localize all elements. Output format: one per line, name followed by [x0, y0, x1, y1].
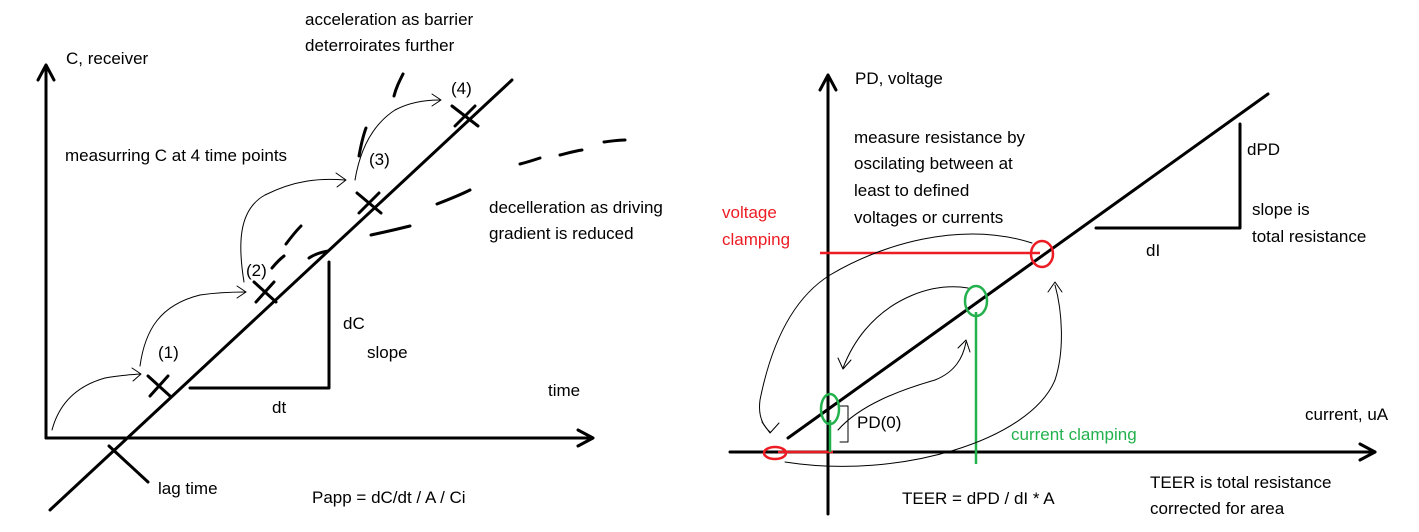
current-clamping-label: current clamping [1011, 425, 1137, 444]
oscillation-arrow-outer-head [761, 421, 780, 434]
voltage-clamping-line1: voltage [722, 203, 777, 222]
lag-time-label: lag time [158, 479, 218, 498]
note-measure-line3: least to defined [854, 181, 969, 200]
di-label: dI [1146, 241, 1160, 260]
left-x-axis-label: time [548, 381, 580, 400]
note-deceleration-line2: gradient is reduced [489, 224, 634, 243]
oscillation-arrow-inner [842, 286, 969, 369]
left-x-axis-arrowhead [576, 428, 595, 448]
left-y-axis-label: C, receiver [66, 49, 149, 68]
curved-arrow-3-4-head [431, 93, 442, 107]
note-acceleration-line2: deterroirates further [305, 36, 455, 55]
right-diagram: PD, voltage current, uA measure resistan… [722, 69, 1389, 518]
oscillation-arrow-right [784, 284, 1062, 467]
lag-time-pointer [107, 444, 150, 484]
point-label-2: (2) [246, 261, 267, 280]
left-diagram: C, receiver time acceleration as barrier… [36, 10, 663, 512]
deceleration-curve [369, 138, 627, 237]
oscillation-arrow-right-head [1047, 281, 1063, 293]
curved-arrow-0-1 [51, 373, 141, 431]
teer-note-line1: TEER is total resistance [1150, 473, 1331, 492]
teer-formula: TEER = dPD / dI * A [902, 489, 1055, 508]
point-label-3: (3) [369, 150, 390, 169]
oscillation-arrow-inner-head [837, 357, 852, 370]
dt-label: dt [272, 398, 286, 417]
curved-arrow-3-4 [354, 99, 441, 181]
right-regression-line [786, 92, 1270, 440]
teer-note-line2: corrected for area [1150, 499, 1285, 518]
dc-label: dC [343, 314, 365, 333]
curved-arrow-1-2 [139, 291, 247, 367]
right-y-axis-label: PD, voltage [855, 69, 943, 88]
point-label-1: (1) [158, 343, 179, 362]
curved-arrow-0-1-head [131, 367, 142, 382]
right-y-axis-arrowhead [818, 73, 838, 92]
note-deceleration-line1: decelleration as driving [489, 198, 663, 217]
slope-label: slope [367, 343, 408, 362]
slope-is-line2: total resistance [1252, 227, 1366, 246]
papp-formula: Papp = dC/dt / A / Ci [312, 488, 466, 507]
voltage-clamp-zero-marker [762, 445, 788, 461]
note-measuring: measurring C at 4 time points [65, 146, 287, 165]
voltage-clamping-line2: clamping [722, 230, 790, 249]
pd0-label: PD(0) [857, 413, 901, 432]
dc-dt-slope-triangle [188, 260, 331, 390]
curved-arrow-1-2-head [236, 285, 247, 299]
dpd-label: dPD [1247, 140, 1280, 159]
note-acceleration-line1: acceleration as barrier [305, 10, 474, 29]
acceleration-curve [270, 72, 405, 270]
note-measure-line1: measure resistance by [854, 128, 1026, 147]
left-regression-line [48, 78, 514, 512]
curved-arrow-2-3 [240, 178, 346, 283]
point-label-4: (4) [451, 79, 472, 98]
current-clamp-marker [963, 284, 989, 318]
point-marker-3 [355, 191, 383, 215]
slope-is-line1: slope is [1252, 200, 1310, 219]
oscillation-arrow-outer [759, 233, 1033, 433]
dpd-di-slope-triangle [1094, 122, 1242, 230]
right-x-axis-label: current, uA [1305, 405, 1389, 424]
left-y-axis-arrowhead [36, 63, 56, 82]
point-marker-1 [146, 374, 172, 398]
oscillation-arrow-low [837, 341, 967, 431]
right-x-axis-arrowhead [1358, 442, 1377, 462]
oscillation-arrow-low-head [957, 339, 971, 353]
pd0-bracket [839, 405, 849, 443]
note-measure-line4: voltages or currents [854, 208, 1003, 227]
note-measure-line2: oscilating between at [854, 154, 1013, 173]
point-marker-4 [450, 104, 480, 128]
voltage-clamp-marker [1029, 239, 1055, 269]
curved-arrow-2-3-head [335, 172, 347, 188]
point-marker-2 [252, 280, 278, 304]
